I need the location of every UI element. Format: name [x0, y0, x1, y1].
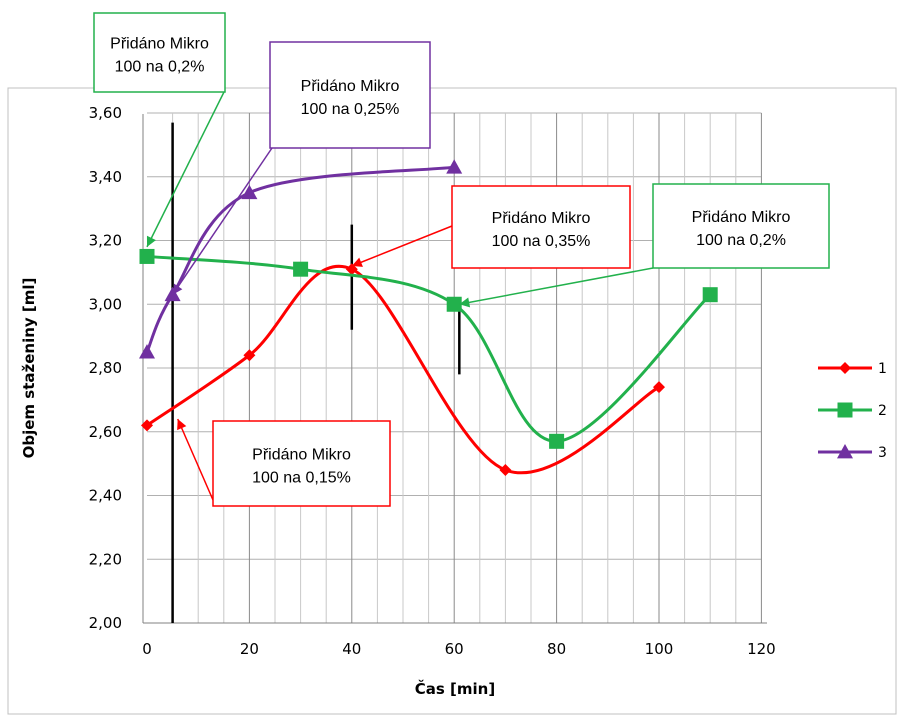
- annotation-layer: Přidáno Mikro 100 na 0,2% Přidáno Mikro 100…: [93, 12, 830, 507]
- y-tick-label: 3,60: [89, 104, 122, 122]
- annotation-callout: Přidáno Mikro 100 na 0,25%: [171, 41, 431, 296]
- series-line: [145, 165, 456, 354]
- annotation-arrowhead: [351, 257, 363, 267]
- annotation-arrowhead: [172, 283, 183, 295]
- annotation-callout: Přidáno Mikro 100 na 0,2%: [93, 12, 226, 248]
- x-tick-label: 20: [240, 640, 259, 658]
- annotation-text: Přidáno Mikro: [492, 210, 591, 227]
- legend-marker: [837, 402, 853, 418]
- annotation-text: Přidáno Mikro: [252, 447, 351, 464]
- legend-marker: [839, 362, 851, 374]
- series-2: [139, 248, 718, 449]
- data-point: [499, 464, 512, 476]
- y-tick-label: 2,40: [89, 487, 122, 505]
- series-1: [141, 263, 665, 476]
- data-point: [139, 248, 155, 264]
- data-point: [243, 349, 256, 362]
- annotation-text: Přidáno Mikro: [110, 36, 209, 53]
- x-tick-label: 100: [645, 640, 674, 658]
- y-tick-label: 3,20: [89, 232, 122, 250]
- series-line: [145, 254, 712, 443]
- data-point: [139, 344, 155, 359]
- y-tick-label: 2,20: [89, 550, 122, 568]
- data-point: [446, 296, 462, 312]
- annotation-arrow: [459, 267, 654, 305]
- annotation-arrow: [177, 418, 214, 501]
- series-line: [145, 265, 661, 475]
- annotation-arrow: [146, 91, 225, 248]
- annotation-callout: Přidáno Mikro 100 na 0,2%: [459, 183, 830, 308]
- annotation-arrowhead: [177, 419, 187, 431]
- annotation-box: [269, 41, 431, 149]
- series-3: [139, 159, 463, 359]
- data-point: [549, 433, 565, 449]
- legend-marker: [837, 444, 853, 459]
- legend-label: 2: [878, 403, 887, 419]
- y-tick-labels: 2,00 2,20 2,40 2,60 2,80 3,00 3,20 3,40 3,60: [89, 104, 122, 632]
- y-tick-label: 2,00: [89, 614, 122, 632]
- x-tick-label: 80: [547, 640, 566, 658]
- x-tick-labels: 0 20 40 60 80 100 120: [142, 640, 775, 658]
- annotation-arrowhead: [459, 297, 471, 308]
- annotation-arrowhead: [146, 235, 156, 247]
- annotation-box: [451, 185, 631, 269]
- legend-item-3: 3: [818, 444, 887, 461]
- y-tick-label: 2,60: [89, 423, 122, 441]
- annotation-text: 100 na 0,15%: [252, 470, 351, 487]
- data-point: [446, 159, 463, 174]
- x-axis-label: Čas [min]: [415, 679, 495, 698]
- y-tick-label: 3,00: [89, 295, 122, 313]
- annotation-callout: Přidáno Mikro 100 na 0,35%: [351, 185, 631, 269]
- legend-item-1: 1: [818, 361, 887, 377]
- series-layer: [139, 159, 718, 476]
- chart-area-border: [7, 87, 897, 715]
- annotation-callout: Přidáno Mikro 100 na 0,15%: [177, 418, 391, 507]
- data-point: [141, 419, 153, 432]
- annotation-arrow: [351, 225, 453, 267]
- legend-label: 1: [878, 361, 887, 377]
- annotation-text: 100 na 0,2%: [696, 232, 786, 249]
- data-point: [241, 184, 258, 200]
- legend-item-2: 2: [818, 402, 887, 419]
- annotation-text: 100 na 0,25%: [301, 101, 400, 118]
- annotation-text: 100 na 0,35%: [492, 233, 591, 250]
- annotation-box: [93, 12, 226, 93]
- x-tick-label: 0: [142, 640, 152, 658]
- annotation-box: [212, 420, 391, 507]
- data-point: [702, 287, 718, 303]
- x-tick-label: 60: [445, 640, 464, 658]
- data-point: [653, 381, 665, 394]
- y-axis-label: Objem staženiny [ml]: [20, 278, 38, 459]
- vertical-markers: [171, 122, 461, 623]
- annotation-box: [652, 183, 830, 269]
- annotation-text: Přidáno Mikro: [301, 78, 400, 95]
- y-tick-label: 2,80: [89, 359, 122, 377]
- annotation-text: Přidáno Mikro: [692, 209, 791, 226]
- legend: 1 2 3: [818, 361, 887, 461]
- annotation-text: 100 na 0,2%: [115, 59, 205, 76]
- x-tick-label: 120: [747, 640, 776, 658]
- annotation-arrow: [171, 147, 273, 296]
- x-tick-label: 40: [342, 640, 361, 658]
- plot-grid: [147, 112, 762, 624]
- data-point: [293, 261, 309, 277]
- legend-label: 3: [878, 445, 887, 461]
- y-tick-label: 3,40: [89, 168, 122, 186]
